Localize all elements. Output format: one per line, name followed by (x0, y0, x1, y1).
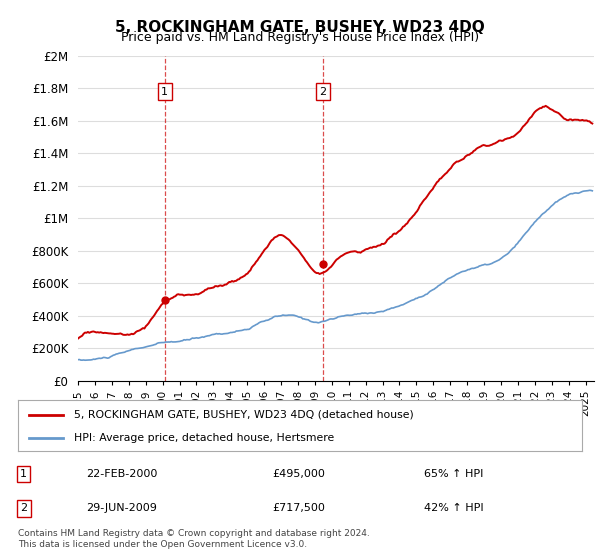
Text: 5, ROCKINGHAM GATE, BUSHEY, WD23 4DQ: 5, ROCKINGHAM GATE, BUSHEY, WD23 4DQ (115, 20, 485, 35)
Text: 65% ↑ HPI: 65% ↑ HPI (424, 469, 484, 479)
Text: £717,500: £717,500 (272, 503, 325, 513)
Text: 5, ROCKINGHAM GATE, BUSHEY, WD23 4DQ (detached house): 5, ROCKINGHAM GATE, BUSHEY, WD23 4DQ (de… (74, 409, 414, 419)
Text: 42% ↑ HPI: 42% ↑ HPI (424, 503, 484, 513)
Text: 2: 2 (20, 503, 27, 513)
Text: Price paid vs. HM Land Registry's House Price Index (HPI): Price paid vs. HM Land Registry's House … (121, 31, 479, 44)
Text: 1: 1 (161, 87, 168, 97)
Text: 2: 2 (320, 87, 327, 97)
Text: Contains HM Land Registry data © Crown copyright and database right 2024.
This d: Contains HM Land Registry data © Crown c… (18, 529, 370, 549)
Text: 1: 1 (20, 469, 27, 479)
Text: £495,000: £495,000 (272, 469, 325, 479)
Text: HPI: Average price, detached house, Hertsmere: HPI: Average price, detached house, Hert… (74, 433, 335, 443)
Text: 22-FEB-2000: 22-FEB-2000 (86, 469, 157, 479)
Text: 29-JUN-2009: 29-JUN-2009 (86, 503, 157, 513)
